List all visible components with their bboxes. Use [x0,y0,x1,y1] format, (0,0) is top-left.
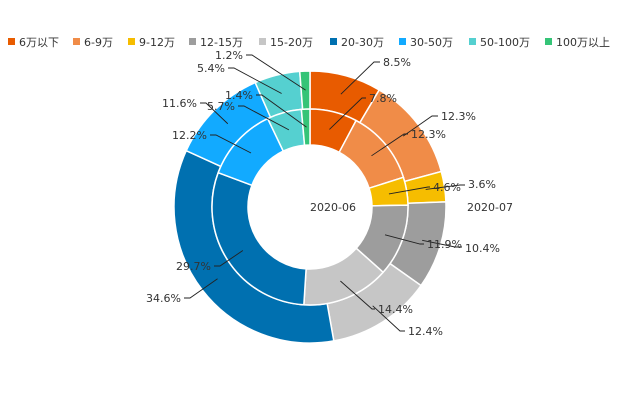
legend-item[interactable]: 20-30万 [330,36,384,49]
outer-data-label-3: 3.6% [468,178,496,191]
inner-data-label-1: 7.8% [369,92,397,105]
legend-label: 50-100万 [480,36,530,49]
inner-data-label-7: 12.2% [172,129,207,142]
inner-data-label-8: 5.7% [207,100,235,113]
outer-data-label-1: 8.5% [383,56,411,69]
legend-item[interactable]: 6-9万 [73,36,113,49]
inner-data-label-5: 14.4% [378,303,413,316]
legend: 6万以下 6-9万 9-12万 12-15万 15-20万 20-30万 30-50万 50-… [8,36,610,49]
outer-leader-line-6 [184,278,218,299]
inner-slice-9[interactable] [300,108,311,147]
inner-ring-2020-06 [211,108,409,306]
inner-leader-line-1 [329,97,366,130]
inner-data-label-2: 12.3% [411,128,446,141]
outer-series-name: 2020-07 [467,201,513,214]
legend-swatch [399,38,406,45]
legend-item[interactable]: 50-100万 [469,36,530,49]
data-labels: 8.5% 12.3% 3.6% 10.4% 12.4% 34.6% 11.6% 5.4%1.2… [146,49,500,338]
inner-leader-line-3 [388,186,430,195]
outer-data-label-5: 12.4% [408,325,443,338]
outer-leader-line-9 [246,54,306,91]
legend-swatch [469,38,476,45]
outer-ring-2020-07 [173,70,447,344]
outer-leader-line-3 [425,184,465,190]
legend-label: 20-30万 [341,36,384,49]
outer-leader-line-4 [422,239,462,248]
inner-leader-line-5 [340,280,375,310]
inner-leader-line-8 [238,105,290,131]
legend-swatch [8,38,15,45]
legend-swatch [259,38,266,45]
legend-item[interactable]: 9-12万 [128,36,175,49]
legend-label: 100万以上 [556,36,610,49]
outer-data-label-2: 12.3% [441,110,476,123]
inner-leader-line-9 [256,94,307,128]
legend-item[interactable]: 15-20万 [259,36,313,49]
legend-item[interactable]: 30-50万 [399,36,453,49]
inner-slice-6[interactable] [211,171,307,306]
legend-swatch [330,38,337,45]
legend-label: 6万以下 [19,36,59,49]
inner-leader-line-2 [371,133,408,157]
legend-label: 15-20万 [270,36,313,49]
inner-leader-line-6 [214,250,244,267]
legend-label: 30-50万 [410,36,453,49]
outer-data-label-4: 10.4% [465,242,500,255]
outer-data-label-9: 1.2% [215,49,243,62]
outer-leader-line-8 [228,67,282,94]
inner-data-label-6: 29.7% [176,260,211,273]
inner-data-label-9: 1.4% [225,89,253,102]
inner-data-label-4: 11.9% [427,238,462,251]
legend-swatch [128,38,135,45]
legend-item[interactable]: 100万以上 [545,36,610,49]
outer-leader-line-5 [372,305,405,332]
outer-data-label-6: 34.6% [146,292,181,305]
legend-item[interactable]: 6万以下 [8,36,59,49]
inner-leader-line-7 [210,134,252,154]
legend-label: 12-15万 [200,36,243,49]
outer-data-label-7: 11.6% [162,97,197,110]
legend-swatch [545,38,552,45]
inner-leader-line-4 [384,234,424,245]
legend-label: 6-9万 [84,36,113,49]
outer-leader-line-1 [340,61,380,95]
outer-leader-line-7 [200,102,229,125]
legend-label: 9-12万 [139,36,175,49]
legend-swatch [189,38,196,45]
outer-leader-line-2 [402,115,438,137]
legend-item[interactable]: 12-15万 [189,36,243,49]
inner-series-name: 2020-06 [310,201,356,214]
legend-swatch [73,38,80,45]
outer-data-label-8: 5.4% [197,62,225,75]
inner-data-label-3: 4.6% [433,181,461,194]
